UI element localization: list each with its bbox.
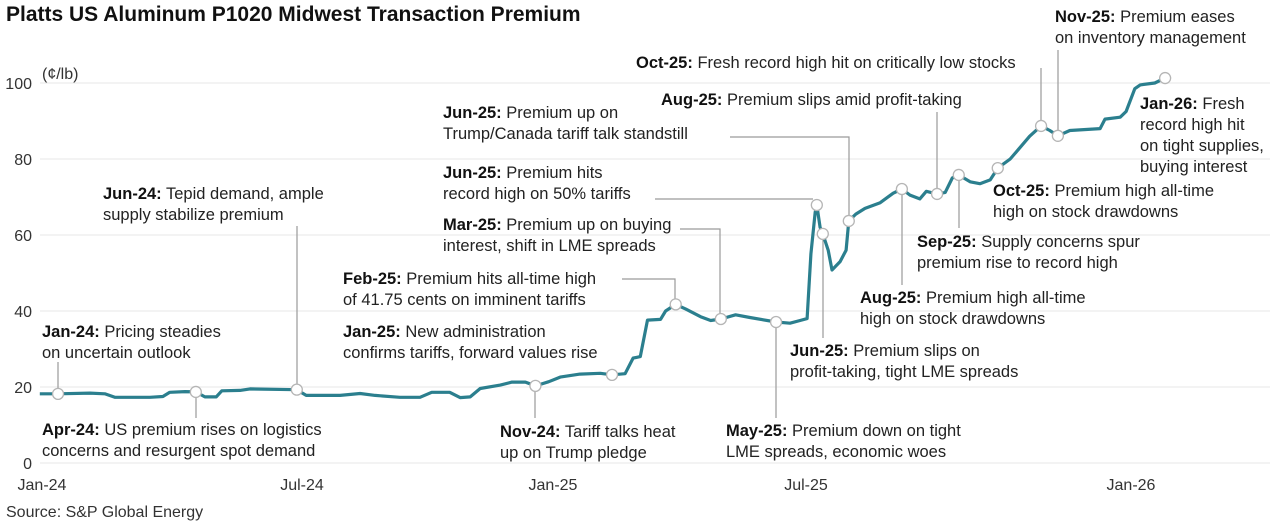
leader-lines <box>57 50 1059 418</box>
annotation-nov24: Nov-24: Tariff talks heat up on Trump ple… <box>500 423 676 462</box>
marker-jun25a <box>810 198 823 212</box>
annotation-jan24: Jan-24: Pricing steadies on uncertain out… <box>42 323 221 362</box>
marker-aug25a <box>895 182 909 196</box>
leader-mar25 <box>680 228 721 315</box>
marker-may25 <box>769 315 783 329</box>
marker-feb25 <box>669 298 682 311</box>
x-tick-label: Jan-25 <box>529 477 578 494</box>
y-tick-label: 60 <box>14 228 32 245</box>
marker-nov24 <box>529 379 542 393</box>
annotation-may25: May-25: Premium down on tight LME spreads… <box>726 422 961 461</box>
annotation-mar25: Mar-25: Premium up on buying interest, sh… <box>443 216 672 255</box>
leader-feb25 <box>622 278 676 302</box>
marker-jun24 <box>290 383 303 396</box>
y-axis-unit: (¢/lb) <box>42 66 78 83</box>
annotation-jan26: Jan-26: Fresh record high hit on tight sup… <box>1140 95 1264 176</box>
leader-jun25c <box>730 136 850 217</box>
marker-oct25b <box>1034 119 1048 133</box>
marker-sep25 <box>952 168 965 182</box>
marker-apr24 <box>189 385 202 399</box>
marker-mar25 <box>714 312 727 326</box>
x-tick-label: Jul-24 <box>280 477 324 494</box>
marker-nov25 <box>1051 129 1065 142</box>
marker-jan25 <box>605 368 619 381</box>
x-axis-ticks: Jan-24 Jul-24 Jan-25 Jul-25 Jan-26 <box>18 477 1156 494</box>
annotation-jun25-slips: Jun-25: Premium slips on profit-taking, t… <box>790 342 1019 381</box>
y-tick-label: 0 <box>23 456 32 473</box>
y-tick-label: 40 <box>14 304 32 321</box>
source-note: Source: S&P Global Energy <box>6 504 204 521</box>
annotation-oct25-high: Oct-25: Premium high all-time high on sto… <box>993 182 1214 221</box>
chart-title: Platts US Aluminum P1020 Midwest Transac… <box>6 3 581 26</box>
x-tick-label: Jan-24 <box>18 477 67 494</box>
annotation-aug25-high: Aug-25: Premium high all-time high on sto… <box>860 289 1086 328</box>
y-tick-label: 100 <box>5 76 32 93</box>
annotation-jun25-record: Jun-25: Premium hits record high on 50% t… <box>443 164 631 203</box>
marker-oct25a <box>991 161 1004 175</box>
marker-aug25b <box>930 187 944 201</box>
marker-jun25c <box>842 214 855 228</box>
annotation-jun25-up: Jun-25: Premium up on Trump/Canada tariff… <box>443 104 688 143</box>
annotation-oct25-record: Oct-25: Fresh record high hit on critica… <box>636 54 1016 72</box>
marker-jun25b <box>816 227 829 241</box>
annotation-nov25: Nov-25: Premium eases on inventory manage… <box>1055 8 1246 47</box>
y-tick-label: 80 <box>14 152 32 169</box>
x-tick-label: Jul-25 <box>784 477 828 494</box>
gridlines <box>40 82 1270 464</box>
annotation-markers <box>51 71 1172 400</box>
marker-jan26 <box>1158 71 1172 85</box>
annotation-feb25: Feb-25: Premium hits all-time high of 41.… <box>343 270 597 309</box>
annotation-jun24: Jun-24: Tepid demand, ample supply stabil… <box>103 185 324 224</box>
annotation-sep25: Sep-25: Supply concerns spur premium rise… <box>917 233 1140 272</box>
x-tick-label: Jan-26 <box>1107 477 1156 494</box>
y-axis-ticks: 0 20 40 60 80 100 <box>5 76 32 473</box>
annotation-jan25: Jan-25: New administration confirms tarif… <box>343 323 598 362</box>
annotation-aug25-slips: Aug-25: Premium slips amid profit-taking <box>661 91 962 109</box>
y-tick-label: 20 <box>14 380 32 397</box>
marker-jan24 <box>51 387 65 400</box>
annotation-apr24: Apr-24: US premium rises on logistics con… <box>42 421 322 460</box>
